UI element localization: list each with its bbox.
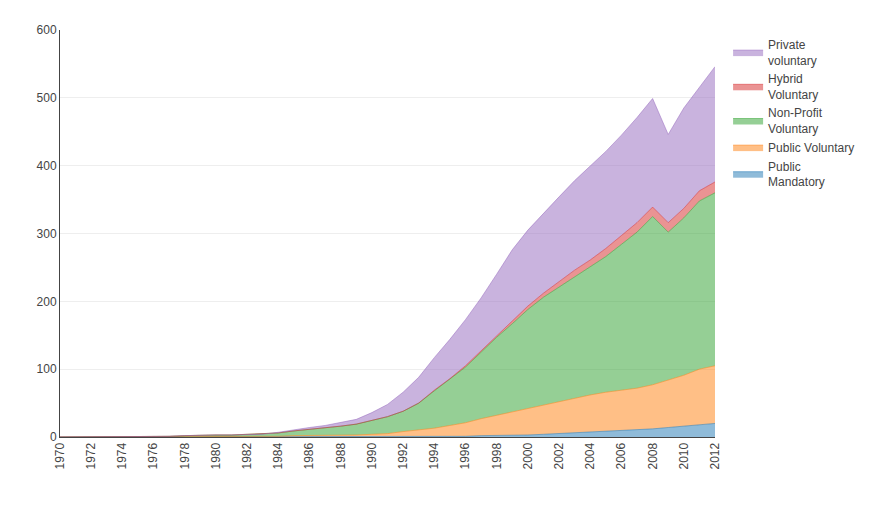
- svg-text:Non-ProfitVoluntary: Non-ProfitVoluntary: [768, 106, 823, 136]
- svg-text:Privatevoluntary: Privatevoluntary: [768, 38, 817, 68]
- svg-text:2012: 2012: [708, 442, 722, 469]
- svg-text:1972: 1972: [84, 442, 98, 469]
- svg-text:2002: 2002: [552, 442, 566, 469]
- svg-text:500: 500: [37, 91, 57, 105]
- svg-text:2010: 2010: [677, 442, 691, 469]
- svg-text:2006: 2006: [614, 442, 628, 469]
- svg-text:1996: 1996: [458, 442, 472, 469]
- svg-text:1994: 1994: [427, 442, 441, 469]
- svg-text:PublicMandatory: PublicMandatory: [768, 160, 825, 190]
- svg-text:HybridVoluntary: HybridVoluntary: [768, 72, 818, 102]
- svg-text:400: 400: [37, 159, 57, 173]
- svg-text:Public Voluntary: Public Voluntary: [768, 141, 854, 155]
- svg-text:1980: 1980: [209, 442, 223, 469]
- svg-text:300: 300: [37, 227, 57, 241]
- svg-text:1988: 1988: [334, 442, 348, 469]
- svg-text:1992: 1992: [396, 442, 410, 469]
- svg-text:0: 0: [50, 430, 57, 444]
- svg-text:1990: 1990: [365, 442, 379, 469]
- svg-text:1970: 1970: [53, 442, 67, 469]
- svg-text:1982: 1982: [240, 442, 254, 469]
- svg-text:1984: 1984: [271, 442, 285, 469]
- svg-text:1978: 1978: [178, 442, 192, 469]
- svg-text:2000: 2000: [521, 442, 535, 469]
- svg-text:600: 600: [37, 23, 57, 37]
- svg-text:2004: 2004: [583, 442, 597, 469]
- svg-text:100: 100: [37, 362, 57, 376]
- svg-text:2008: 2008: [646, 442, 660, 469]
- svg-text:1998: 1998: [490, 442, 504, 469]
- svg-text:1974: 1974: [115, 442, 129, 469]
- svg-text:1986: 1986: [302, 442, 316, 469]
- svg-text:200: 200: [37, 295, 57, 309]
- svg-text:1976: 1976: [146, 442, 160, 469]
